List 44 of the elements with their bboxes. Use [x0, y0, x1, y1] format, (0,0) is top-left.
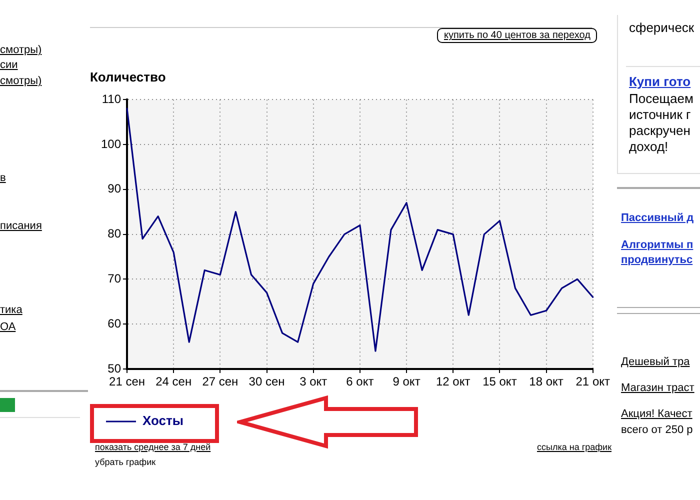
text: Акция! Качест: [621, 407, 692, 421]
text: Алгоритмы п: [621, 238, 694, 252]
text: ОА: [0, 320, 16, 334]
text: доход!: [629, 139, 668, 155]
x-tick-label: 18 окт: [529, 374, 564, 389]
x-tick-label: 12 окт: [436, 374, 471, 389]
text: Дешевый тра: [621, 355, 690, 369]
text: смотры): [0, 74, 42, 88]
y-tick-label: 80: [108, 226, 122, 241]
y-tick-label: 70: [108, 272, 122, 286]
x-tick-label: 30 сен: [248, 374, 285, 389]
y-tick-label: 60: [108, 316, 122, 330]
text: ссылка на график: [537, 441, 612, 453]
text: источник г: [629, 107, 691, 123]
x-tick-label: 21 окт: [576, 374, 610, 389]
text: писания: [0, 219, 42, 233]
text: Магазин траст: [621, 381, 694, 395]
text: сии: [0, 58, 18, 72]
y-tick-label: 100: [100, 136, 122, 151]
text: Посещаем: [629, 91, 694, 107]
y-tick-label: 50: [108, 361, 122, 376]
text: Купи гото: [629, 74, 691, 90]
text: сферическ: [629, 20, 694, 36]
text: всего от 250 р: [621, 423, 693, 437]
x-tick-label: 24 сен: [156, 374, 192, 389]
x-tick-label: 6 окт: [346, 374, 374, 389]
x-tick-label: 3 окт: [300, 374, 328, 389]
x-tick-label: 9 окт: [392, 374, 421, 389]
y-tick-label: 110: [102, 92, 122, 106]
text: тика: [0, 303, 22, 317]
text: продвинутьс: [621, 253, 693, 267]
y-tick-label: 90: [108, 182, 122, 196]
text: убрать график: [95, 456, 156, 468]
x-tick-label: 21 сен: [109, 374, 145, 389]
text: купить по 40 центов за переход: [437, 28, 598, 43]
text: показать среднее за 7 дней: [95, 441, 211, 453]
text: Пассивный д: [621, 211, 694, 225]
text: в: [0, 171, 6, 185]
x-tick-label: 15 окт: [482, 374, 518, 389]
chart-title: Количество: [90, 69, 166, 84]
x-tick-label: 27 сен: [202, 374, 238, 389]
text: смотры): [0, 43, 42, 57]
text: раскручен: [629, 123, 690, 139]
legend-label: Хосты: [142, 413, 184, 428]
